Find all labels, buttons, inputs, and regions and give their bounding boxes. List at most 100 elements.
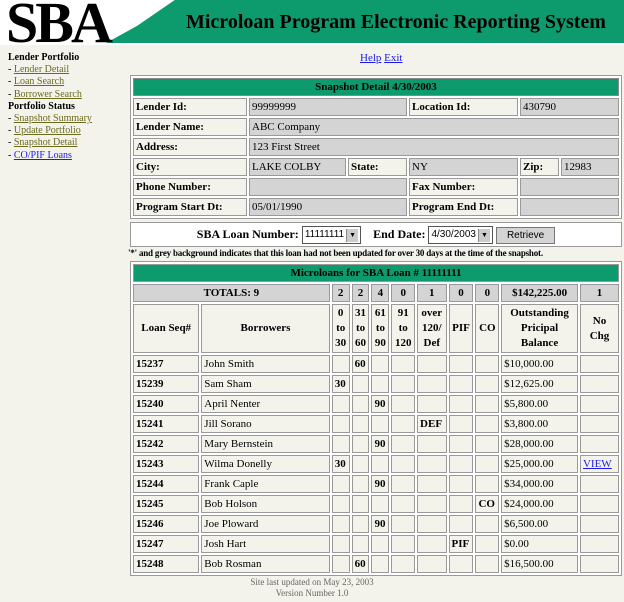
last-updated: Site last updated on May 23, 2003 xyxy=(250,577,374,588)
sidebar-link-co-pif-loans[interactable]: CO/PIF Loans xyxy=(13,149,72,161)
help-link[interactable]: Help xyxy=(360,52,382,64)
table-cell: 90 xyxy=(371,435,390,454)
table-cell xyxy=(351,515,370,534)
table-cell xyxy=(475,355,500,374)
sba-loan-number-select[interactable]: 11111111 ▼ xyxy=(301,226,362,245)
table-cell: DEF xyxy=(417,415,447,434)
table-cell xyxy=(448,415,474,434)
table-cell xyxy=(417,395,447,414)
column-header: Outstanding Pricipal Balance xyxy=(501,304,578,354)
table-row: 15243 Wilma Donelly 30 $25,000.00 VIEW xyxy=(133,455,619,474)
totals-cell: 0 xyxy=(391,284,416,303)
table-cell xyxy=(448,555,474,574)
state-label: State: xyxy=(348,158,407,176)
table-cell: Jill Sorano xyxy=(201,415,330,434)
no-change-cell: VIEW xyxy=(579,455,619,474)
table-cell xyxy=(579,435,619,454)
table-cell xyxy=(351,375,370,394)
totals-cell: 0 xyxy=(475,284,500,303)
table-cell xyxy=(391,375,416,394)
table-cell xyxy=(448,515,474,534)
table-cell xyxy=(371,495,390,514)
table-cell xyxy=(351,395,370,414)
table-cell xyxy=(475,395,500,414)
table-cell xyxy=(331,355,350,374)
sidebar-link-borrower-search[interactable]: Borrower Search xyxy=(13,88,82,100)
lender-name-label: Lender Name: xyxy=(133,118,247,136)
address-label: Address: xyxy=(133,138,247,156)
end-date-value: 4/30/2003 xyxy=(431,229,476,241)
sidebar-link-loan-search[interactable]: Loan Search xyxy=(13,76,65,88)
sidebar-link-lender-detail[interactable]: Lender Detail xyxy=(13,64,70,76)
table-cell: PIF xyxy=(448,535,474,554)
table-cell: $10,000.00 xyxy=(501,355,578,374)
table-cell xyxy=(579,515,619,534)
loan-selection-form: SBA Loan Number: 11111111 ▼ End Date: 4/3… xyxy=(130,222,622,248)
sidebar-link-snapshot-summary[interactable]: Snapshot Summary xyxy=(13,113,92,125)
table-cell xyxy=(391,415,416,434)
table-cell: Josh Hart xyxy=(201,535,330,554)
retrieve-button[interactable]: Retrieve xyxy=(495,226,556,244)
table-cell: $3,800.00 xyxy=(501,415,578,434)
table-cell: 15241 xyxy=(133,415,200,434)
zip-label: Zip: xyxy=(520,158,559,176)
table-cell xyxy=(579,415,619,434)
microloans-title: Microloans for SBA Loan # 11111111 xyxy=(133,264,619,283)
table-cell xyxy=(351,535,370,554)
table-cell xyxy=(448,435,474,454)
table-cell xyxy=(331,395,350,414)
table-cell xyxy=(417,475,447,494)
table-cell: 60 xyxy=(351,555,370,574)
table-cell xyxy=(417,515,447,534)
table-cell: $16,500.00 xyxy=(501,555,578,574)
program-start-value: 05/01/1990 xyxy=(249,198,407,216)
table-cell xyxy=(475,435,500,454)
table-cell xyxy=(417,495,447,514)
table-cell xyxy=(371,535,390,554)
table-cell: 15243 xyxy=(133,455,200,474)
fax-label: Fax Number: xyxy=(409,178,518,196)
column-header: CO xyxy=(475,304,500,354)
totals-cell: 1 xyxy=(417,284,447,303)
sba-loan-number-label: SBA Loan Number: xyxy=(196,227,299,241)
sidebar-link-snapshot-detail[interactable]: Snapshot Detail xyxy=(13,137,78,149)
table-cell: Joe Ploward xyxy=(201,515,330,534)
sidebar-link-update-portfolio[interactable]: Update Portfolio xyxy=(13,125,81,137)
table-cell xyxy=(579,495,619,514)
column-header: 61 to 90 xyxy=(371,304,390,354)
table-cell: Bob Rosman xyxy=(201,555,330,574)
table-cell: CO xyxy=(475,495,500,514)
table-cell xyxy=(475,415,500,434)
totals-cell: 0 xyxy=(448,284,474,303)
table-row: 15248 Bob Rosman 60 $16,500.00 xyxy=(133,555,619,574)
table-cell: 15245 xyxy=(133,495,200,514)
column-header: 0 to 30 xyxy=(331,304,350,354)
table-cell: Bob Holson xyxy=(201,495,330,514)
city-value: LAKE COLBY xyxy=(249,158,346,176)
column-header: over 120/ Def xyxy=(417,304,447,354)
column-header: Loan Seq# xyxy=(133,304,200,354)
table-cell: $24,000.00 xyxy=(501,495,578,514)
table-cell xyxy=(391,395,416,414)
column-header: PIF xyxy=(448,304,474,354)
table-cell xyxy=(351,455,370,474)
lender-id-label: Lender Id: xyxy=(133,98,247,116)
table-cell xyxy=(371,455,390,474)
exit-link[interactable]: Exit xyxy=(384,52,403,64)
column-header: 31 to 60 xyxy=(351,304,370,354)
view-link[interactable]: VIEW xyxy=(582,458,612,471)
end-date-select[interactable]: 4/30/2003 ▼ xyxy=(428,226,493,245)
table-cell: 30 xyxy=(331,375,350,394)
totals-cell: 1 xyxy=(579,284,619,303)
table-cell xyxy=(579,475,619,494)
table-cell xyxy=(475,555,500,574)
table-cell: 60 xyxy=(351,355,370,374)
table-cell xyxy=(391,455,416,474)
table-cell xyxy=(331,475,350,494)
totals-cell: 2 xyxy=(351,284,370,303)
snapshot-title: Snapshot Detail 4/30/2003 xyxy=(133,78,619,96)
header: SBA Microloan Program Electronic Reporti… xyxy=(0,0,624,45)
microloans-table: Microloans for SBA Loan # 11111111 TOTAL… xyxy=(130,261,622,577)
state-value: NY xyxy=(409,158,518,176)
table-cell xyxy=(331,515,350,534)
